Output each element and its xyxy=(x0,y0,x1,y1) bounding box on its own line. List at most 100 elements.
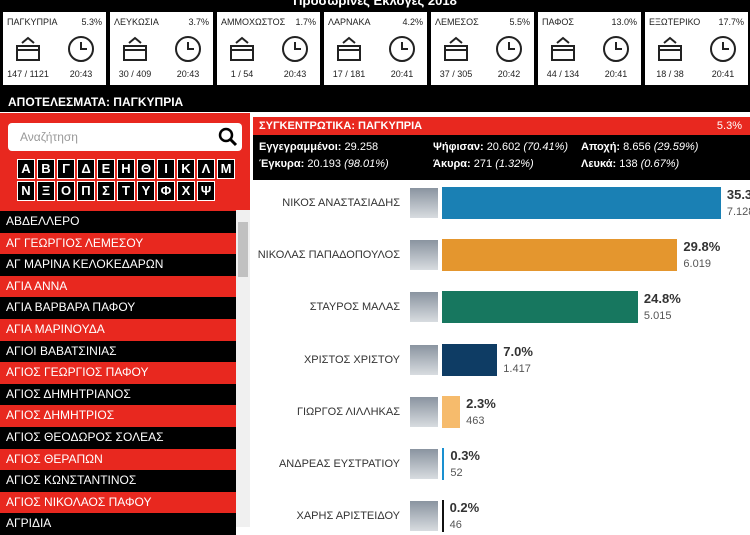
candidate-percent: 0.2% xyxy=(449,500,480,516)
stat-label: Εγγεγραμμένοι: xyxy=(259,141,342,153)
letter-button[interactable]: Ε xyxy=(97,159,115,179)
locality-item[interactable]: ΑΓΙΑ ΒΑΡΒΑΡΑ ΠΑΦΟΥ xyxy=(0,297,236,319)
bar xyxy=(442,500,444,533)
locality-item[interactable]: ΑΓΙΟΣ ΘΕΟΔΩΡΟΣ ΣΟΛΕΑΣ xyxy=(0,427,236,449)
district-name: ΕΞΩΤΕΡΙΚΟ xyxy=(649,17,701,27)
clock-icon xyxy=(710,36,736,62)
stat: Έγκυρα: 20.193 (98.01%) xyxy=(259,158,389,170)
bar xyxy=(442,395,461,428)
letter-button[interactable]: Κ xyxy=(177,159,195,179)
locality-item[interactable]: ΑΓΙΟΣ ΝΙΚΟΛΑΟΣ ΠΑΦΟΥ xyxy=(0,491,236,514)
letter-button[interactable]: Α xyxy=(17,159,35,179)
district-name: ΑΜΜΟΧΩΣΤΟΣ xyxy=(221,17,286,27)
district-percent: 1.7% xyxy=(295,17,316,27)
ballot-icon xyxy=(16,36,40,61)
stat-label: Λευκά: xyxy=(581,158,617,170)
letter-button[interactable]: Φ xyxy=(157,181,175,201)
stat-label: Αποχή: xyxy=(581,141,621,153)
district-name: ΠΑΓΚΥΠΡΙΑ xyxy=(7,17,58,27)
letter-button[interactable]: Θ xyxy=(137,159,155,179)
district-name: ΛΑΡΝΑΚΑ xyxy=(328,17,371,27)
letter-button[interactable]: Η xyxy=(117,159,135,179)
locality-item[interactable]: ΑΒΔΕΛΛΕΡΟ xyxy=(0,211,236,233)
candidate-photo xyxy=(410,396,438,427)
locality-item[interactable]: ΑΓΡΙΔΙΑ xyxy=(0,513,236,535)
candidate-photo xyxy=(410,292,438,323)
district-time: 20:43 xyxy=(283,69,307,79)
stat-value: 271 xyxy=(473,158,493,170)
letter-button[interactable]: Σ xyxy=(97,181,115,201)
letter-button[interactable]: Ο xyxy=(57,181,75,201)
stat-value: 20.602 xyxy=(486,141,521,153)
bar xyxy=(442,448,445,480)
locality-item[interactable]: ΑΓΙΑ ΑΝΝΑ xyxy=(0,275,236,298)
district-time: 20:42 xyxy=(497,69,521,79)
stat-label: Άκυρα: xyxy=(433,158,471,170)
stat-value: 8.656 xyxy=(623,141,651,153)
letter-button[interactable]: Β xyxy=(37,159,55,179)
district-name: ΠΑΦΟΣ xyxy=(542,17,574,27)
candidate-votes: 463 xyxy=(466,414,485,427)
locality-item[interactable]: ΑΓ ΜΑΡΙΝΑ ΚΕΛΟΚΕΔΑΡΩΝ xyxy=(0,254,236,276)
candidate-votes: 5.015 xyxy=(643,310,672,323)
letter-button[interactable]: Τ xyxy=(117,181,135,201)
stats: Εγγεγραμμένοι: 29.258 Ψήφισαν: 20.602 (7… xyxy=(253,135,750,180)
locality-item[interactable]: ΑΓΙΟΣ ΚΩΝΣΤΑΝΤΙΝΟΣ xyxy=(0,470,236,492)
letter-button[interactable]: Μ xyxy=(217,159,235,179)
district-percent: 3.7% xyxy=(188,17,209,27)
candidate-name: ΝΙΚΟΛΑΣ ΠΑΠΑΔΟΠΟΥΛΟΣ xyxy=(257,249,400,262)
district-card[interactable]: ΑΜΜΟΧΩΣΤΟΣ 1.7% 1 / 54 20:43 xyxy=(217,12,320,85)
candidate-votes: 7.128 xyxy=(726,206,750,218)
letter-button[interactable]: Ν xyxy=(17,181,35,201)
district-card[interactable]: ΛΕΥΚΩΣΙΑ 3.7% 30 / 409 20:43 xyxy=(110,12,213,85)
district-count: 44 / 134 xyxy=(546,69,580,79)
letter-button[interactable]: Χ xyxy=(177,181,195,201)
locality-item[interactable]: ΑΓΙΑ ΜΑΡΙΝΟΥΔΑ xyxy=(0,319,236,341)
scrollbar[interactable] xyxy=(236,210,250,527)
ballot-icon xyxy=(444,36,468,61)
search-box[interactable]: Αναζήτηση xyxy=(8,123,242,151)
district-card[interactable]: ΕΞΩΤΕΡΙΚΟ 17.7% 18 / 38 20:41 xyxy=(645,12,748,85)
letter-button[interactable]: Ι xyxy=(157,159,175,179)
stat: Άκυρα: 271 (1.32%) xyxy=(433,158,534,170)
locality-item[interactable]: ΑΓΙΟΣ ΓΕΩΡΓΙΟΣ ΠΑΦΟΥ xyxy=(0,362,236,384)
candidate-percent: 24.8% xyxy=(643,291,681,307)
letter-button[interactable]: Λ xyxy=(197,159,215,179)
locality-item[interactable]: ΑΓΙΟΣ ΘΕΡΑΠΩΝ xyxy=(0,448,236,471)
letter-button[interactable]: Δ xyxy=(77,159,95,179)
stat-percent: (1.32%) xyxy=(495,158,534,170)
district-time: 20:43 xyxy=(176,69,200,79)
candidate-percent: 7.0% xyxy=(503,343,533,359)
locality-item[interactable]: ΑΓΙΟΣ ΔΗΜΗΤΡΙΟΣ xyxy=(0,405,236,427)
letter-button[interactable]: Ξ xyxy=(37,181,55,201)
district-card[interactable]: ΠΑΦΟΣ 13.0% 44 / 134 20:41 xyxy=(538,12,641,85)
clock-icon xyxy=(282,36,308,62)
ballot-icon xyxy=(658,36,682,61)
letter-button[interactable]: Γ xyxy=(57,159,75,179)
letter-button[interactable]: Π xyxy=(77,181,95,201)
ballot-icon xyxy=(123,36,147,61)
clock-icon xyxy=(389,36,415,62)
stat-value: 29.258 xyxy=(344,141,379,153)
letter-button[interactable]: Υ xyxy=(137,181,155,201)
district-time: 20:41 xyxy=(390,69,414,79)
clock-icon xyxy=(603,36,629,62)
district-percent: 5.3% xyxy=(81,17,102,27)
stat: Λευκά: 138 (0.67%) xyxy=(581,158,679,170)
locality-item[interactable]: ΑΓ ΓΕΩΡΓΙΟΣ ΛΕΜΕΣΟΥ xyxy=(0,232,236,255)
candidate-votes: 1.417 xyxy=(503,362,531,375)
stat-label: Έγκυρα: xyxy=(259,158,305,170)
district-count: 1 / 54 xyxy=(230,69,254,79)
scroll-thumb[interactable] xyxy=(238,222,248,277)
district-card[interactable]: ΠΑΓΚΥΠΡΙΑ 5.3% 147 / 1121 20:43 xyxy=(3,12,106,85)
locality-item[interactable]: ΑΓΙΟΣ ΔΗΜΗΤΡΙΑΝΟΣ xyxy=(0,383,236,406)
bar xyxy=(442,239,678,272)
locality-item[interactable]: ΑΓΙΟΙ ΒΑΒΑΤΣΙΝΙΑΣ xyxy=(0,340,236,363)
district-card[interactable]: ΛΕΜΕΣΟΣ 5.5% 37 / 305 20:42 xyxy=(431,12,534,85)
candidate-votes: 52 xyxy=(450,467,463,479)
district-card[interactable]: ΛΑΡΝΑΚΑ 4.2% 17 / 181 20:41 xyxy=(324,12,427,85)
district-count: 17 / 181 xyxy=(332,69,366,79)
letter-button[interactable]: Ψ xyxy=(197,181,215,201)
candidate-photo xyxy=(410,449,438,479)
